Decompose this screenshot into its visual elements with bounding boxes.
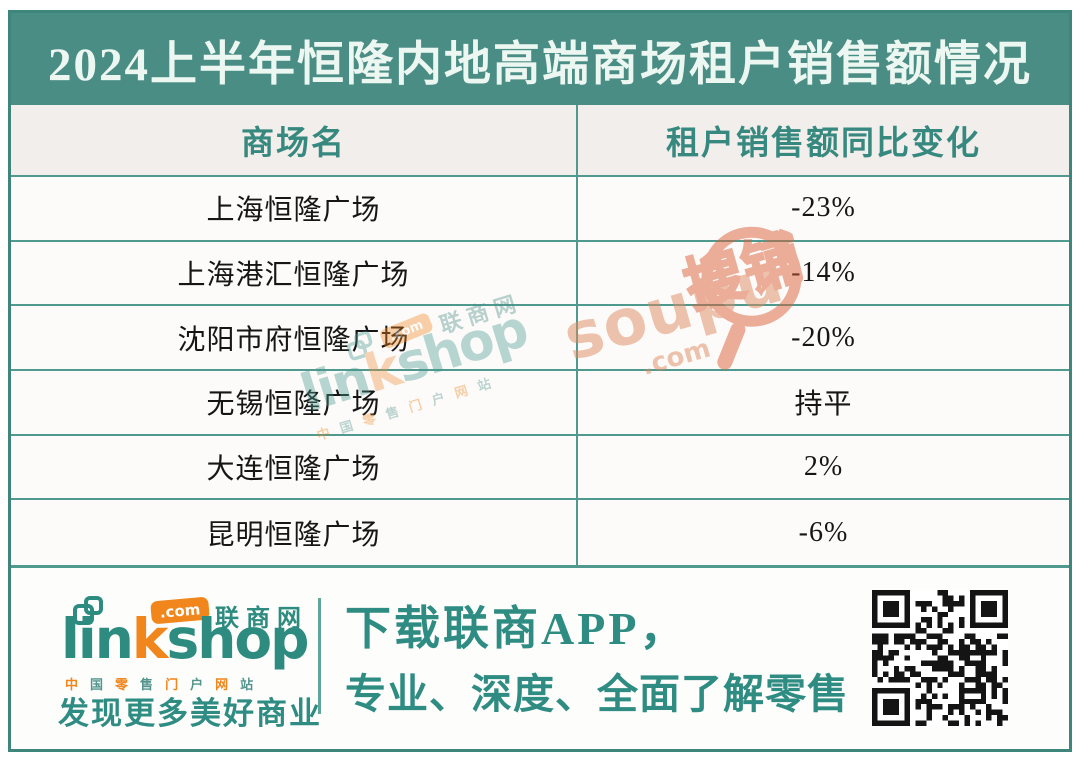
change-value-cell: 持平: [794, 389, 853, 421]
footer: .com 联商网 linkshop 中国零售门户网站 发现更多美好商业 下载联商…: [11, 565, 1069, 749]
logo-site-name: 联商网: [215, 604, 308, 632]
table-row: 大连恒隆广场 2%: [11, 435, 1069, 501]
table-row: 上海港汇恒隆广场 -14%: [11, 241, 1069, 307]
linkshop-logo: .com 联商网 linkshop 中国零售门户网站: [61, 596, 321, 696]
logo-word-pre: lin: [61, 607, 134, 671]
change-value-cell: -23%: [791, 192, 856, 224]
logo-slogan: 发现更多美好商业: [58, 696, 322, 732]
table-body: 上海恒隆广场 -23% 上海港汇恒隆广场 -14% 沈阳市府恒隆广场 -20% …: [11, 177, 1069, 565]
logo-tagline: 中国零售门户网站: [65, 678, 266, 693]
mall-name-cell: 上海恒隆广场: [11, 177, 578, 240]
title-banner: 2024上半年恒隆内地高端商场租户销售额情况: [11, 13, 1069, 105]
change-value-cell: -20%: [791, 321, 856, 353]
change-value-cell: 2%: [803, 450, 844, 482]
column-header-mall: 商场名: [11, 105, 578, 175]
app-promo-line1: 下载联商APP，: [345, 603, 689, 654]
mall-name-cell: 无锡恒隆广场: [11, 370, 578, 434]
table-row: 无锡恒隆广场 持平: [11, 370, 1069, 436]
app-promo-line2: 专业、深度、全面了解零售: [345, 671, 849, 717]
logo-word-post: shop: [166, 607, 309, 671]
mall-name-cell: 昆明恒隆广场: [11, 500, 578, 565]
overlapping-squares-icon: [73, 596, 103, 625]
table-header-row: 商场名 租户销售额同比变化: [11, 105, 1069, 177]
logo-word-mid: k: [131, 607, 169, 671]
change-value-cell: -14%: [791, 256, 856, 288]
change-value-cell: -6%: [798, 516, 849, 548]
footer-divider: [318, 598, 321, 714]
poster-frame: 2024上半年恒隆内地高端商场租户销售额情况 商场名 租户销售额同比变化 上海恒…: [8, 10, 1072, 752]
mall-name-cell: 沈阳市府恒隆广场: [11, 306, 578, 369]
logo-wordmark: linkshop: [61, 612, 310, 667]
mall-name-cell: 上海港汇恒隆广场: [11, 241, 578, 305]
table-row: 沈阳市府恒隆广场 -20%: [11, 306, 1069, 371]
column-header-change: 租户销售额同比变化: [666, 126, 981, 162]
table-row: 上海恒隆广场 -23%: [11, 177, 1069, 242]
mall-name-cell: 大连恒隆广场: [11, 435, 578, 499]
poster-title: 2024上半年恒隆内地高端商场租户销售额情况: [48, 38, 1032, 91]
qr-code: [872, 590, 1008, 726]
table-row: 昆明恒隆广场 -6%: [11, 500, 1069, 565]
